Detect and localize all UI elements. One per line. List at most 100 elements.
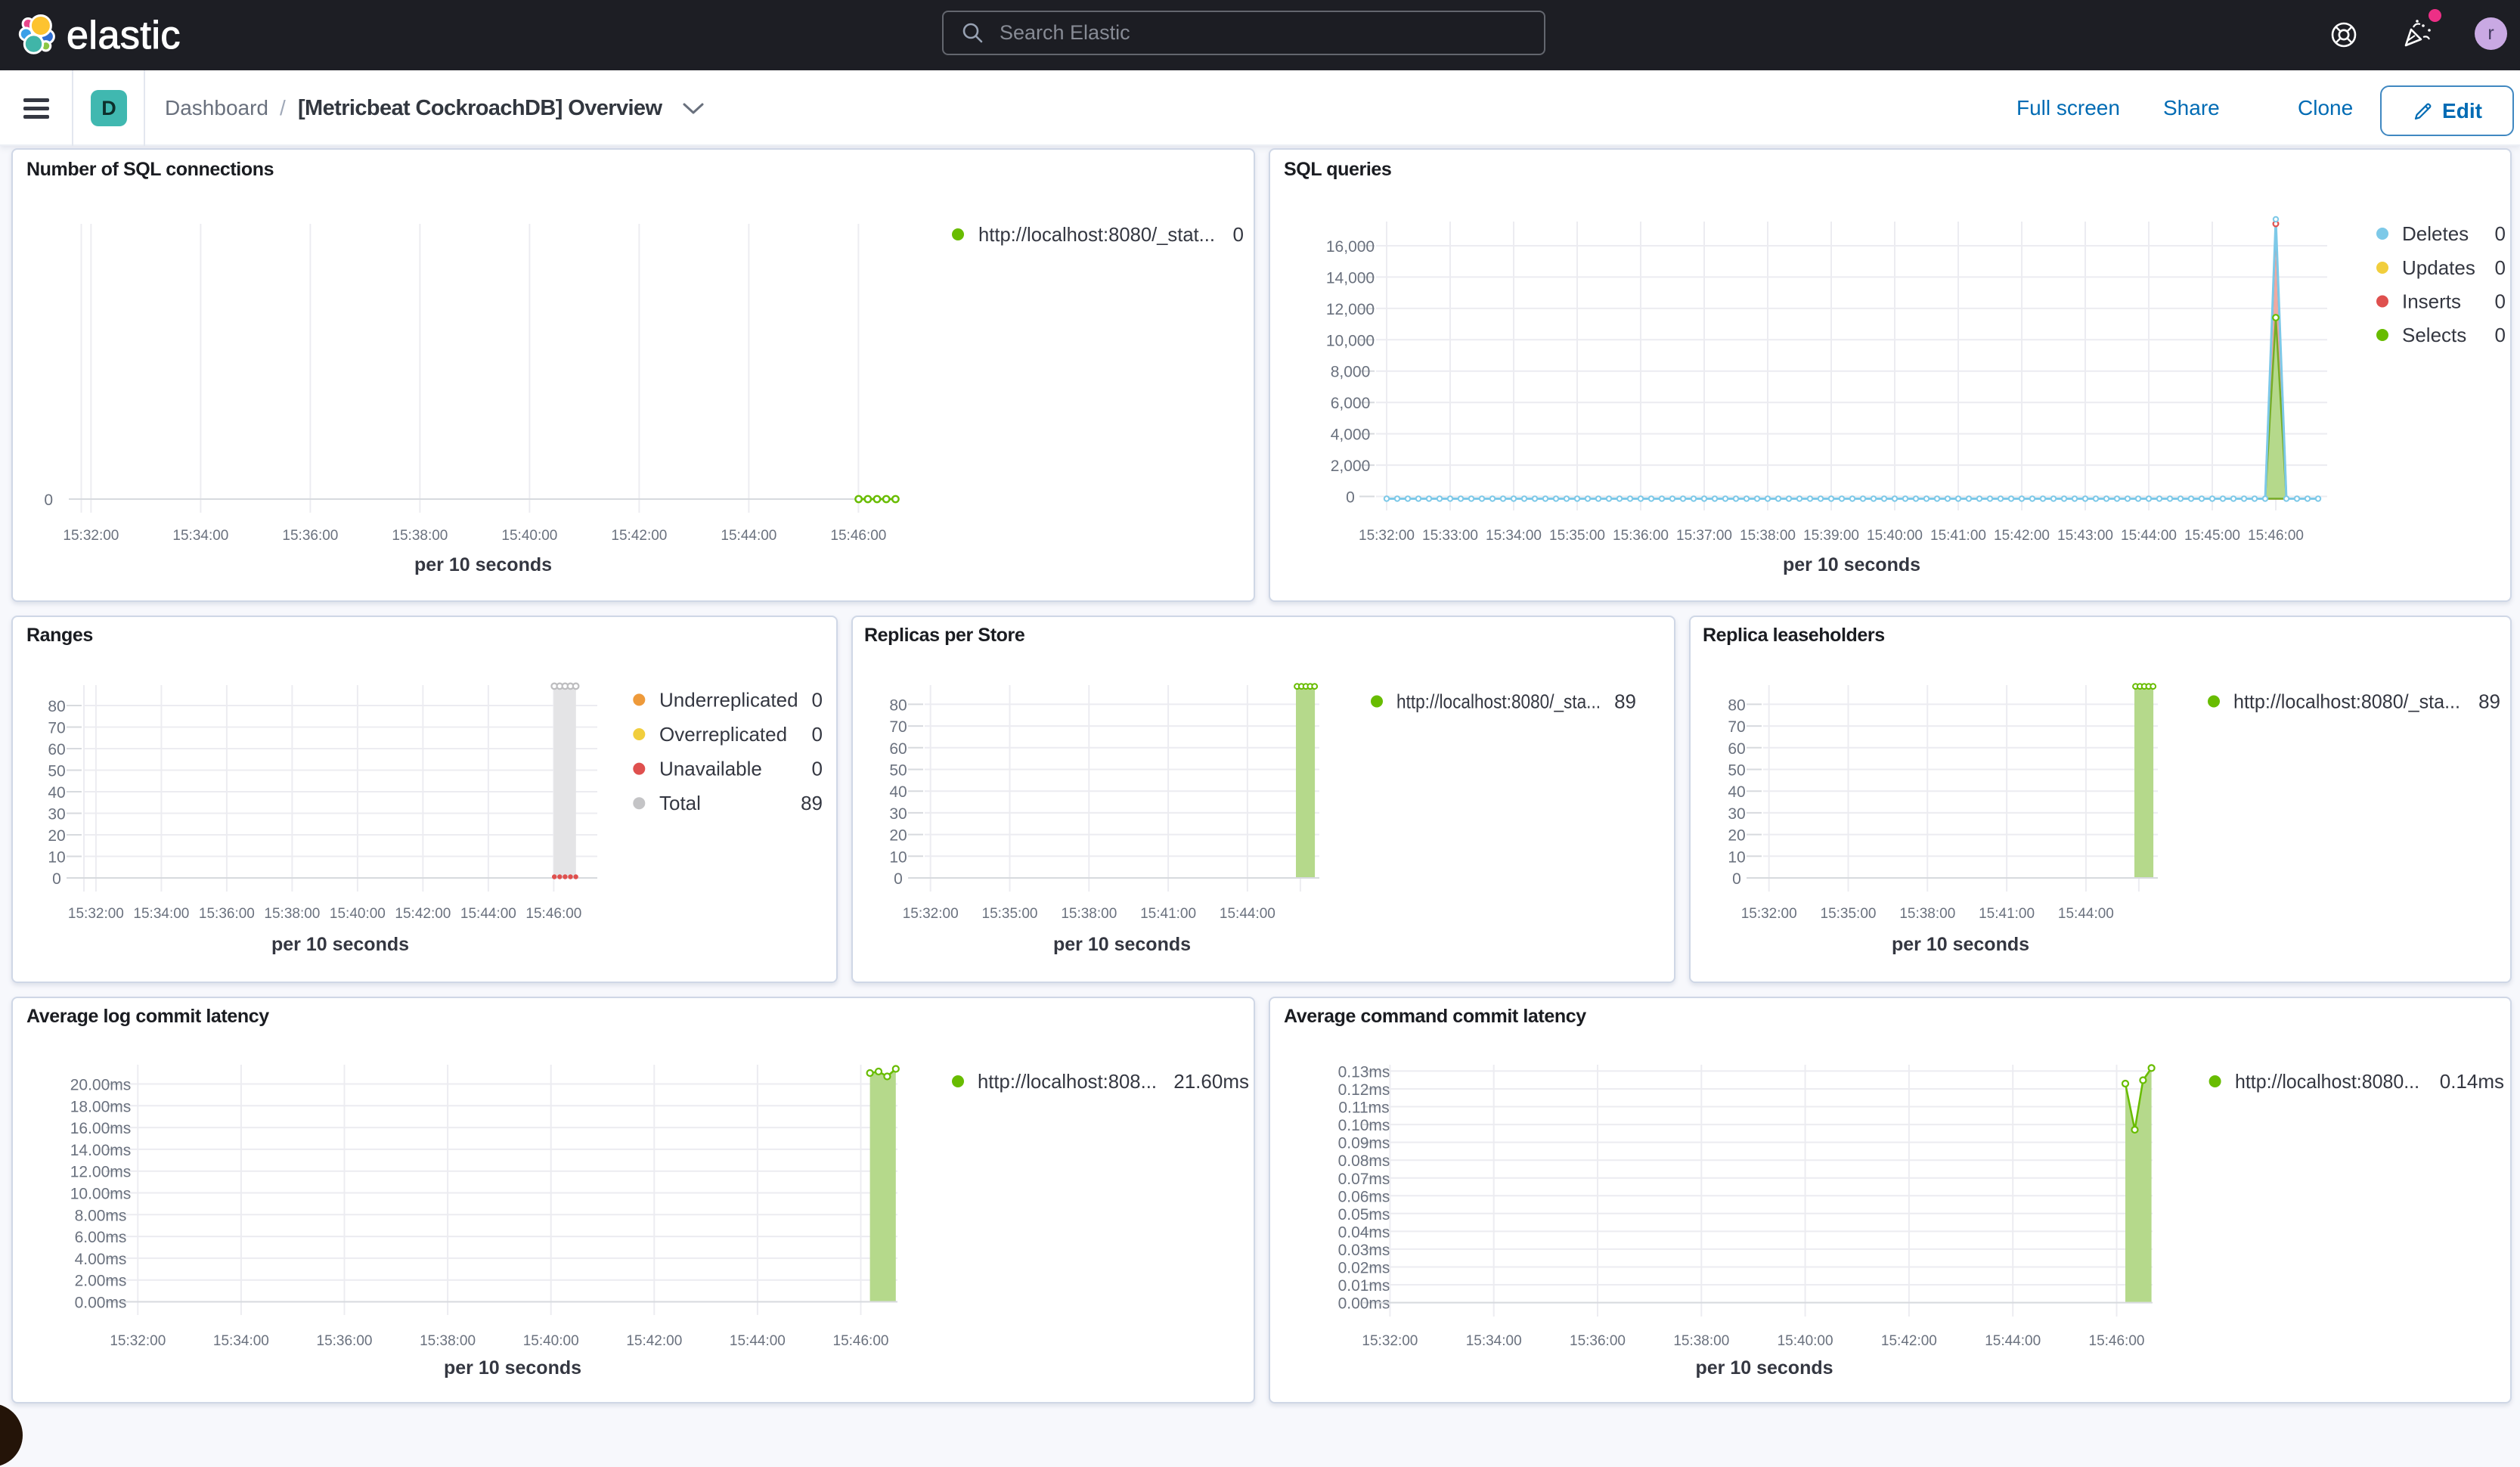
svg-text:Replicas per Store: Replicas per Store xyxy=(864,625,1025,646)
svg-text:2,000: 2,000 xyxy=(1331,457,1371,475)
svg-text:0: 0 xyxy=(1233,223,1244,246)
svg-text:50: 50 xyxy=(48,763,65,780)
svg-text:15:41:00: 15:41:00 xyxy=(1140,906,1196,922)
svg-text:15:32:00: 15:32:00 xyxy=(1362,1333,1418,1349)
svg-text:21.60ms: 21.60ms xyxy=(1173,1070,1249,1093)
svg-text:15:46:00: 15:46:00 xyxy=(830,528,886,544)
svg-text:15:38:00: 15:38:00 xyxy=(264,906,320,922)
svg-text:15:34:00: 15:34:00 xyxy=(213,1333,269,1349)
svg-text:per 10 seconds: per 10 seconds xyxy=(444,1357,581,1379)
svg-text:15:36:00: 15:36:00 xyxy=(199,906,255,922)
svg-text:15:42:00: 15:42:00 xyxy=(611,528,667,544)
svg-text:70: 70 xyxy=(889,718,907,736)
svg-text:15:34:00: 15:34:00 xyxy=(133,906,189,922)
svg-text:0.10ms: 0.10ms xyxy=(1338,1117,1390,1134)
svg-text:0: 0 xyxy=(2495,222,2506,245)
svg-text:per 10 seconds: per 10 seconds xyxy=(1892,934,2029,955)
svg-text:8.00ms: 8.00ms xyxy=(75,1207,127,1224)
svg-text:15:43:00: 15:43:00 xyxy=(2057,528,2113,544)
svg-text:8,000: 8,000 xyxy=(1331,364,1371,381)
svg-text:15:44:00: 15:44:00 xyxy=(460,906,516,922)
svg-text:0.00ms: 0.00ms xyxy=(75,1295,127,1312)
svg-text:0.05ms: 0.05ms xyxy=(1338,1206,1390,1224)
svg-text:Inserts: Inserts xyxy=(2402,290,2461,313)
svg-text:10,000: 10,000 xyxy=(1326,332,1375,349)
svg-text:12,000: 12,000 xyxy=(1326,301,1375,318)
svg-text:15:46:00: 15:46:00 xyxy=(525,906,581,922)
svg-text:15:32:00: 15:32:00 xyxy=(1741,906,1797,922)
svg-text:0: 0 xyxy=(44,492,53,509)
svg-text:15:41:00: 15:41:00 xyxy=(1930,528,1986,544)
svg-text:per 10 seconds: per 10 seconds xyxy=(1053,934,1191,955)
svg-text:15:40:00: 15:40:00 xyxy=(1778,1333,1833,1349)
svg-text:12.00ms: 12.00ms xyxy=(70,1164,132,1181)
svg-text:15:36:00: 15:36:00 xyxy=(1613,528,1669,544)
svg-text:Underreplicated: Underreplicated xyxy=(659,688,798,711)
svg-text:20: 20 xyxy=(889,827,907,845)
svg-text:70: 70 xyxy=(48,720,65,737)
svg-text:Unavailable: Unavailable xyxy=(659,758,762,780)
svg-text:0.14ms: 0.14ms xyxy=(2440,1070,2504,1093)
svg-text:15:37:00: 15:37:00 xyxy=(1676,528,1732,544)
svg-text:Overreplicated: Overreplicated xyxy=(659,723,787,746)
svg-text:15:40:00: 15:40:00 xyxy=(330,906,386,922)
svg-text:per 10 seconds: per 10 seconds xyxy=(414,554,552,575)
svg-text:0.01ms: 0.01ms xyxy=(1338,1277,1390,1295)
svg-text:http://localhost:808...: http://localhost:808... xyxy=(978,1070,1157,1093)
svg-text:15:38:00: 15:38:00 xyxy=(1740,528,1796,544)
svg-text:15:34:00: 15:34:00 xyxy=(1486,528,1542,544)
svg-text:30: 30 xyxy=(1728,805,1745,823)
svg-text:18.00ms: 18.00ms xyxy=(70,1098,132,1115)
svg-text:per 10 seconds: per 10 seconds xyxy=(1695,1357,1833,1379)
svg-text:10: 10 xyxy=(889,848,907,866)
svg-text:0: 0 xyxy=(1732,870,1741,888)
svg-text:15:42:00: 15:42:00 xyxy=(626,1333,682,1349)
svg-text:50: 50 xyxy=(889,762,907,780)
svg-text:0: 0 xyxy=(52,870,61,888)
svg-text:15:39:00: 15:39:00 xyxy=(1803,528,1859,544)
svg-text:20: 20 xyxy=(1728,827,1745,845)
svg-text:0: 0 xyxy=(894,870,903,888)
svg-text:80: 80 xyxy=(1728,696,1745,714)
svg-text:16,000: 16,000 xyxy=(1326,238,1375,256)
svg-text:60: 60 xyxy=(1728,740,1745,758)
svg-text:0: 0 xyxy=(812,688,823,711)
svg-text:15:46:00: 15:46:00 xyxy=(2248,528,2304,544)
svg-text:0.02ms: 0.02ms xyxy=(1338,1260,1390,1277)
svg-text:0.11ms: 0.11ms xyxy=(1338,1099,1389,1117)
svg-text:15:32:00: 15:32:00 xyxy=(903,906,959,922)
svg-text:15:36:00: 15:36:00 xyxy=(1570,1333,1626,1349)
svg-text:Deletes: Deletes xyxy=(2402,222,2469,245)
svg-text:20.00ms: 20.00ms xyxy=(70,1077,132,1094)
svg-text:10: 10 xyxy=(48,849,65,867)
svg-text:0.07ms: 0.07ms xyxy=(1338,1171,1390,1188)
svg-text:15:40:00: 15:40:00 xyxy=(501,528,557,544)
svg-text:per 10 seconds: per 10 seconds xyxy=(1783,554,1920,575)
svg-text:0.04ms: 0.04ms xyxy=(1338,1224,1390,1241)
svg-text:0.06ms: 0.06ms xyxy=(1338,1188,1390,1205)
svg-text:0.12ms: 0.12ms xyxy=(1338,1081,1390,1099)
svg-text:15:44:00: 15:44:00 xyxy=(1220,906,1275,922)
svg-text:Selects: Selects xyxy=(2402,324,2466,346)
svg-text:15:46:00: 15:46:00 xyxy=(2089,1333,2145,1349)
svg-text:0.13ms: 0.13ms xyxy=(1338,1063,1390,1081)
svg-text:0: 0 xyxy=(2495,256,2506,279)
svg-text:0.03ms: 0.03ms xyxy=(1338,1242,1390,1259)
svg-text:Ranges: Ranges xyxy=(26,625,93,646)
svg-text:Updates: Updates xyxy=(2402,256,2475,279)
svg-text:40: 40 xyxy=(889,783,907,801)
svg-text:16.00ms: 16.00ms xyxy=(70,1120,132,1137)
svg-text:http://localhost:8080/_sta...: http://localhost:8080/_sta... xyxy=(1396,690,1601,713)
svg-text:15:38:00: 15:38:00 xyxy=(1673,1333,1729,1349)
svg-text:15:44:00: 15:44:00 xyxy=(1985,1333,2041,1349)
svg-text:15:34:00: 15:34:00 xyxy=(172,528,228,544)
svg-text:4.00ms: 4.00ms xyxy=(75,1251,127,1268)
svg-text:40: 40 xyxy=(1728,783,1745,801)
svg-text:60: 60 xyxy=(889,740,907,758)
svg-text:0: 0 xyxy=(812,723,823,746)
svg-text:0.00ms: 0.00ms xyxy=(1338,1295,1390,1313)
svg-text:30: 30 xyxy=(48,806,65,823)
svg-text:Replica leaseholders: Replica leaseholders xyxy=(1703,625,1885,646)
svg-text:15:42:00: 15:42:00 xyxy=(395,906,451,922)
svg-text:http://localhost:8080/_stat...: http://localhost:8080/_stat... xyxy=(978,223,1215,246)
